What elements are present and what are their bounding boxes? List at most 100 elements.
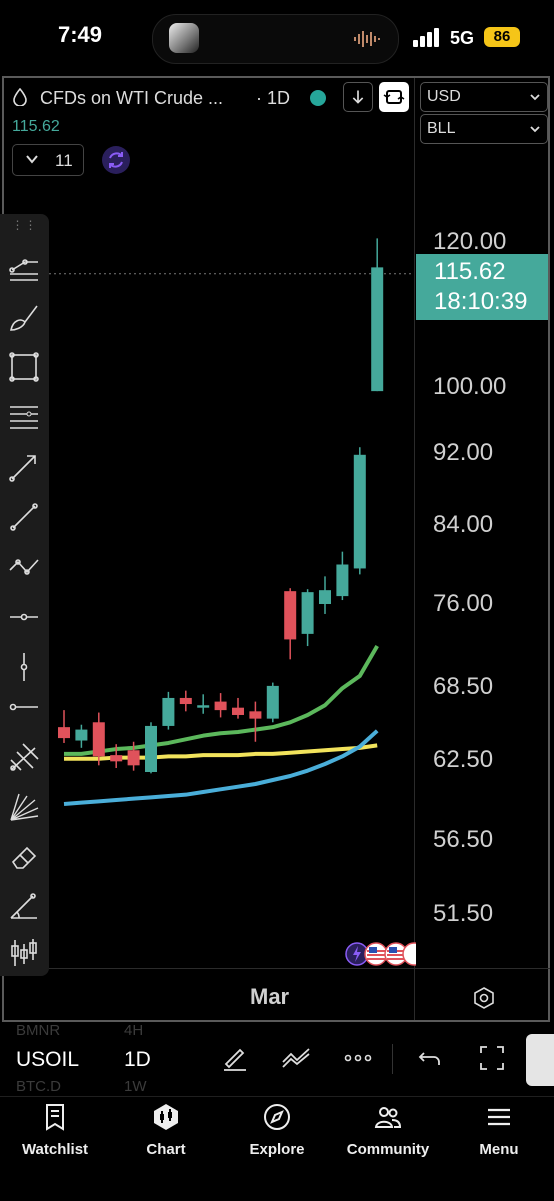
candle[interactable] xyxy=(145,722,157,774)
path-tool-icon[interactable] xyxy=(7,550,41,584)
price-axis-label: 68.50 xyxy=(433,673,494,700)
oil-drop-icon xyxy=(13,88,27,106)
tab-chart[interactable]: Chart xyxy=(111,1098,221,1160)
eraser-tool-icon[interactable] xyxy=(7,840,41,874)
candle-body xyxy=(214,701,227,711)
now-playing-artwork xyxy=(169,23,199,53)
watchlist-ghost-symbol: BMNR xyxy=(16,1022,61,1039)
candle-body xyxy=(249,711,262,719)
price-axis[interactable]: 120.00 100.00 92.00 84.00 76.00 68.50 62.50 56.… xyxy=(415,200,552,940)
ray-tool-icon[interactable] xyxy=(7,500,41,534)
compass-icon xyxy=(264,1104,290,1130)
unit-select[interactable]: BLL xyxy=(420,114,548,144)
candle-body xyxy=(127,750,140,766)
chart-frame xyxy=(2,76,550,1022)
candle[interactable] xyxy=(336,551,349,601)
indicators-toggle[interactable]: 11 xyxy=(12,144,84,176)
candle[interactable] xyxy=(214,693,227,718)
candle-body xyxy=(110,755,123,762)
sync-frame-icon xyxy=(383,90,405,104)
interval-label[interactable]: · 1D xyxy=(256,88,291,108)
candle-body xyxy=(145,725,157,772)
candle[interactable] xyxy=(58,710,70,743)
candle[interactable] xyxy=(371,238,384,392)
compare-button[interactable] xyxy=(379,82,409,112)
candle-body xyxy=(319,590,331,604)
tab-watchlist[interactable]: Watchlist xyxy=(0,1098,110,1160)
candle-body xyxy=(353,454,366,569)
current-price-value: 115.62 xyxy=(434,258,506,285)
us-flag-icon[interactable] xyxy=(402,942,416,966)
status-time: 7:49 xyxy=(58,22,103,47)
candle[interactable] xyxy=(284,588,297,660)
currency-value: USD xyxy=(427,88,461,105)
more-options-icon[interactable] xyxy=(342,1042,374,1074)
candle-body xyxy=(197,705,210,708)
horizontal-lines-tool-icon[interactable] xyxy=(7,400,41,434)
symbol-title[interactable]: CFDs on WTI Crude ... xyxy=(40,88,224,108)
currency-select[interactable]: USD xyxy=(420,82,548,112)
toolbar-drag-handle[interactable]: ⋮⋮ xyxy=(11,218,38,232)
community-icon xyxy=(374,1107,402,1128)
arrow-tool-icon[interactable] xyxy=(7,450,41,484)
tab-community[interactable]: Community xyxy=(333,1098,443,1160)
tab-label: Menu xyxy=(479,1141,519,1158)
moving-average-line-3[interactable] xyxy=(63,729,379,806)
price-axis-label: 62.50 xyxy=(433,746,494,773)
candles-tool-icon[interactable] xyxy=(7,936,41,970)
rectangle-tool-icon[interactable] xyxy=(7,350,41,384)
download-button[interactable] xyxy=(343,82,373,112)
indicators-icon[interactable] xyxy=(280,1042,312,1074)
price-axis-label: 92.00 xyxy=(433,439,494,466)
candle[interactable] xyxy=(127,741,140,771)
price-chart[interactable] xyxy=(49,78,414,968)
tab-label: Chart xyxy=(146,1141,186,1158)
chart-settings-icon[interactable] xyxy=(472,986,496,1010)
price-axis-divider xyxy=(414,78,415,1020)
horizontal-ray-tool-icon[interactable] xyxy=(7,600,41,634)
candle-body xyxy=(92,722,105,757)
brush-tool-icon[interactable] xyxy=(7,300,41,334)
candle[interactable] xyxy=(162,691,175,730)
cross-line-tool-icon[interactable] xyxy=(7,690,41,724)
tab-label: Community xyxy=(346,1141,430,1158)
interval-selector[interactable]: 1D xyxy=(124,1048,151,1071)
refresh-button[interactable] xyxy=(102,146,130,174)
candle[interactable] xyxy=(110,744,123,768)
chart-icon xyxy=(154,1104,178,1130)
pencil-draw-icon[interactable] xyxy=(218,1042,250,1074)
angle-tool-icon[interactable] xyxy=(7,890,41,924)
candle[interactable] xyxy=(92,712,105,766)
candle[interactable] xyxy=(301,589,314,647)
watchlist-ghost-symbol: BTC.D xyxy=(16,1078,61,1095)
time-axis-divider xyxy=(4,968,550,969)
price-axis-label: 100.00 xyxy=(433,373,507,400)
symbol-selector[interactable]: USOIL xyxy=(16,1048,80,1071)
fib-fan-tool-icon[interactable] xyxy=(7,790,41,824)
tab-label: Explore xyxy=(249,1141,305,1158)
chevron-down-icon xyxy=(26,155,38,164)
candle-body xyxy=(371,267,384,392)
tab-menu[interactable]: Menu xyxy=(444,1098,554,1160)
candle-body xyxy=(179,697,192,705)
undo-icon[interactable] xyxy=(414,1042,446,1074)
tab-label: Watchlist xyxy=(21,1141,89,1158)
trend-line-tool-icon[interactable] xyxy=(7,250,41,284)
candle[interactable] xyxy=(232,697,244,719)
economic-events-badges[interactable] xyxy=(344,940,416,968)
audio-wave-icon xyxy=(354,31,380,47)
candle[interactable] xyxy=(266,682,279,723)
candle[interactable] xyxy=(319,576,331,614)
fullscreen-icon[interactable] xyxy=(476,1042,508,1074)
candle[interactable] xyxy=(197,694,210,714)
tab-explore[interactable]: Explore xyxy=(222,1098,332,1160)
candle[interactable] xyxy=(179,690,192,712)
candle[interactable] xyxy=(353,447,366,575)
vertical-line-tool-icon[interactable] xyxy=(7,650,41,684)
candle-body xyxy=(336,564,349,597)
unit-value: BLL xyxy=(427,120,456,137)
pitchfork-tool-icon[interactable] xyxy=(7,740,41,774)
candle[interactable] xyxy=(75,724,88,748)
side-panel-tab[interactable] xyxy=(526,1034,554,1086)
candle[interactable] xyxy=(249,701,262,742)
